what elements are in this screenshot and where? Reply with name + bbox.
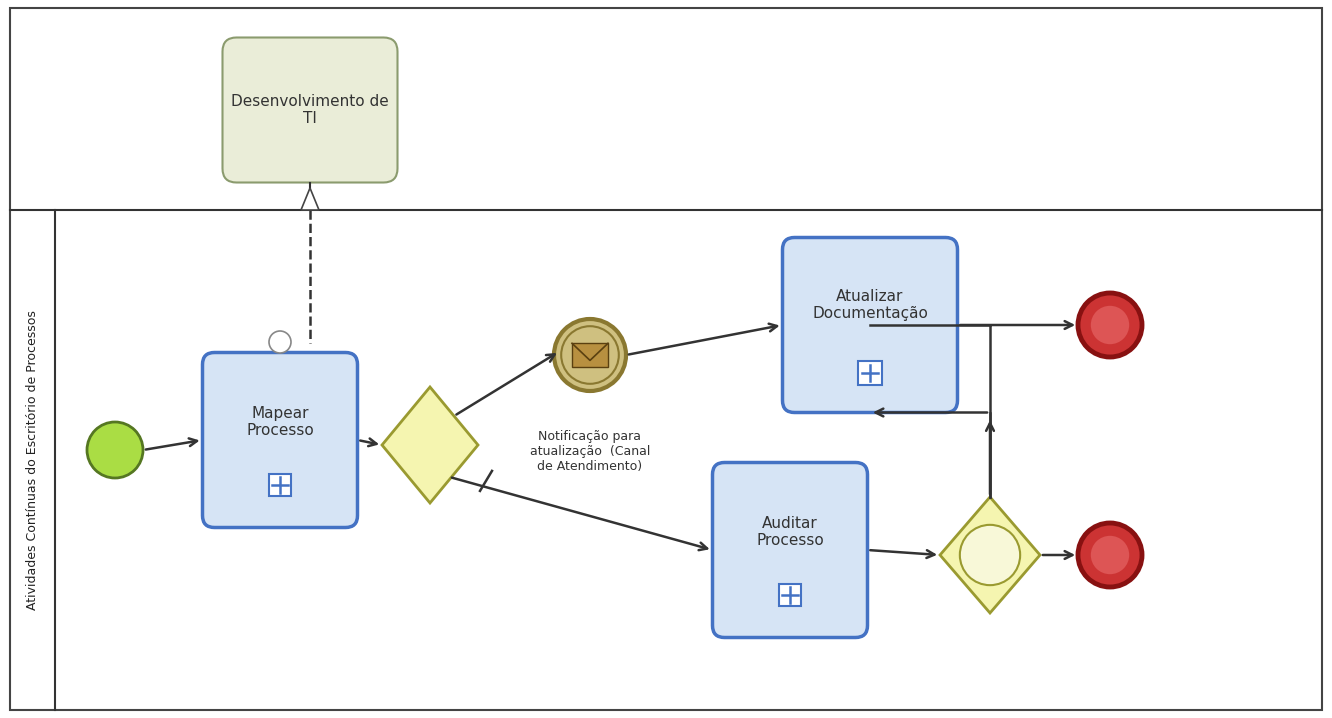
Bar [779,584,801,606]
Polygon shape [301,188,318,210]
Text: Atualizar
Documentação: Atualizar Documentação [813,289,928,321]
Circle shape [269,331,290,353]
FancyBboxPatch shape [202,353,357,528]
Text: Atividades Contínuas do Escritório de Processos: Atividades Contínuas do Escritório de Pr… [27,310,39,610]
FancyBboxPatch shape [222,37,397,182]
Circle shape [1078,293,1142,357]
Text: Mapear
Processo: Mapear Processo [246,406,314,438]
Text: Desenvolvimento de
TI: Desenvolvimento de TI [232,94,389,126]
Bar [571,343,607,367]
Bar [269,474,292,496]
Polygon shape [940,497,1040,613]
Circle shape [554,319,626,391]
Circle shape [87,422,143,478]
Circle shape [1091,306,1130,344]
Text: Notificação para
atualização  (Canal
de Atendimento): Notificação para atualização (Canal de A… [530,430,650,473]
FancyBboxPatch shape [713,462,867,638]
Circle shape [561,326,619,384]
Bar [858,361,882,385]
Text: Auditar
Processo: Auditar Processo [757,516,825,549]
FancyBboxPatch shape [782,238,958,413]
Circle shape [1091,536,1130,574]
Circle shape [1078,523,1142,587]
Polygon shape [382,387,478,503]
Circle shape [960,525,1020,585]
